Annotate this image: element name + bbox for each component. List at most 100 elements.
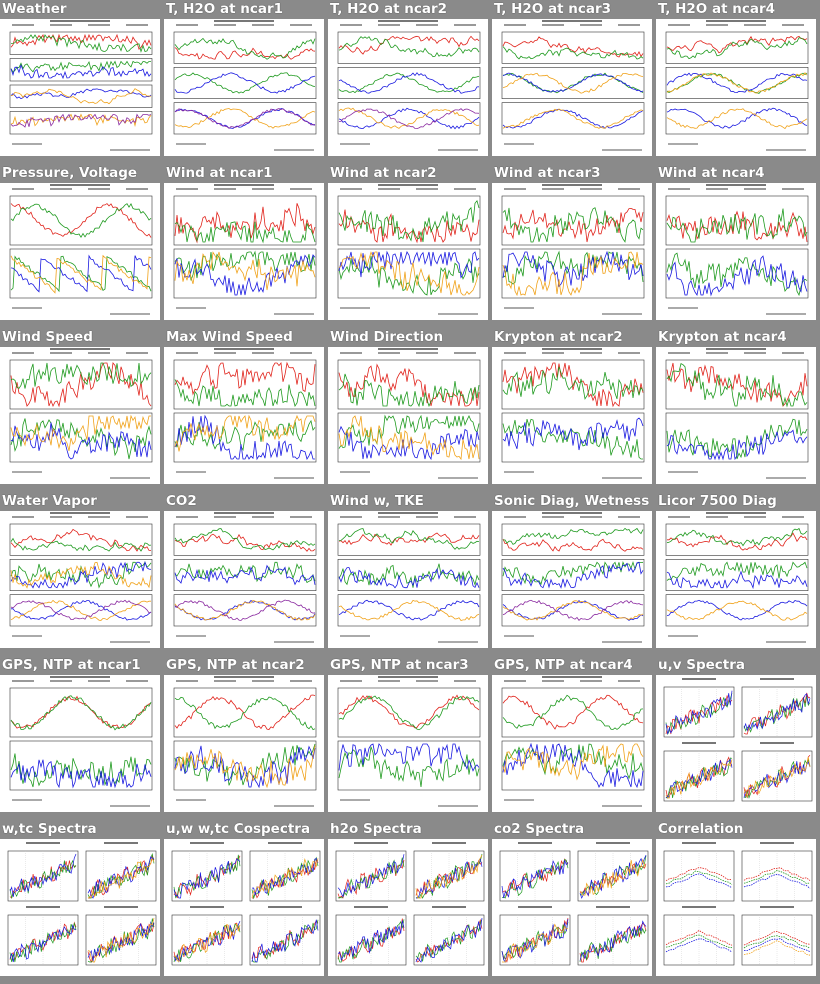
plot-thumbnail-link[interactable] — [492, 19, 652, 156]
plot-header-text — [668, 24, 690, 26]
plot-cell: Krypton at ncar4 — [656, 328, 816, 488]
plot-footer-text — [340, 635, 370, 637]
plot-thumbnail-link[interactable] — [164, 347, 324, 484]
plot-thumbnail-link[interactable] — [656, 675, 816, 812]
plot-title-text — [596, 842, 630, 844]
plot-thumbnail-link[interactable] — [0, 19, 160, 156]
plot-thumbnail-link[interactable] — [328, 183, 488, 320]
plot-header-text — [50, 352, 72, 354]
plot-footer-text — [176, 143, 206, 145]
plot-thumbnail-link[interactable] — [492, 511, 652, 648]
plot-header-text — [542, 188, 564, 190]
plot-thumbnail-link[interactable] — [656, 511, 816, 648]
plot-title-text — [596, 906, 630, 908]
plot-trace — [502, 417, 644, 451]
plot-trace — [10, 254, 152, 294]
plot-trace — [502, 366, 644, 400]
plot-thumbnail-link[interactable] — [656, 19, 816, 156]
plot-trace — [502, 207, 644, 243]
plot-title-text — [190, 842, 224, 844]
plot-header-text — [252, 680, 274, 682]
plot-footer-text — [668, 471, 698, 473]
plot-frame — [9, 740, 153, 791]
plot-thumbnail-link[interactable] — [492, 675, 652, 812]
plot-header-text — [214, 188, 236, 190]
plot-header-text — [12, 516, 34, 518]
line-plot-icon — [173, 512, 317, 643]
plot-thumbnail-link[interactable] — [328, 839, 488, 976]
plot-trace — [666, 108, 808, 130]
plot-cell: Pressure, Voltage — [0, 164, 160, 324]
weather-plot-icon — [9, 20, 153, 151]
plot-thumbnail-link[interactable] — [492, 347, 652, 484]
plot-thumbnail-link[interactable] — [164, 19, 324, 156]
plot-thumbnail-link[interactable] — [0, 183, 160, 320]
plot-frame — [173, 523, 317, 556]
plot-trace — [743, 761, 811, 799]
plot-thumbnail-link[interactable] — [656, 347, 816, 484]
plot-footer-text — [602, 641, 642, 643]
plot-frame — [173, 687, 317, 738]
plot-thumbnail-link[interactable] — [164, 511, 324, 648]
plot-trace — [10, 362, 152, 408]
plot-trace — [10, 34, 152, 53]
plot-trace — [667, 532, 808, 551]
plot-trace — [743, 693, 811, 732]
plot-trace — [666, 570, 808, 590]
plot-thumbnail-link[interactable] — [492, 839, 652, 976]
plot-trace — [10, 254, 152, 293]
plot-thumbnail-link[interactable] — [164, 675, 324, 812]
plot-thumbnail-link[interactable] — [328, 675, 488, 812]
plot-title: Wind at ncar2 — [330, 165, 437, 181]
plot-trace — [666, 255, 808, 297]
plot-thumbnail-link[interactable] — [328, 19, 488, 156]
plot-cell: GPS, NTP at ncar2 — [164, 656, 324, 816]
plot-cell: T, H2O at ncar3 — [492, 0, 652, 160]
plot-header-text — [88, 188, 110, 190]
plot-footer-text — [504, 799, 534, 801]
plot-thumbnail-link[interactable] — [0, 675, 160, 812]
plot-thumbnail-link[interactable] — [0, 839, 160, 976]
plot-header-text — [50, 516, 72, 518]
plot-title: GPS, NTP at ncar1 — [2, 657, 141, 673]
plot-frame — [9, 111, 153, 135]
plot-frame — [337, 102, 481, 135]
plot-title-text — [26, 842, 60, 844]
plot-thumbnail-link[interactable] — [656, 839, 816, 976]
plot-thumbnail-link[interactable] — [492, 183, 652, 320]
plot-cell: Wind Speed — [0, 328, 160, 488]
plot-thumbnail-link[interactable] — [0, 347, 160, 484]
plot-trace — [10, 599, 152, 620]
plot-header-text — [12, 24, 34, 26]
plot-header-text — [252, 352, 274, 354]
plot-frame — [501, 359, 645, 410]
plot-header-text — [214, 680, 236, 682]
plot-footer-text — [340, 799, 370, 801]
plot-thumbnail-link[interactable] — [328, 511, 488, 648]
plot-title-text — [190, 906, 224, 908]
line-plot-icon — [337, 184, 481, 315]
plot-thumbnail-link[interactable] — [164, 183, 324, 320]
plot-trace — [10, 753, 152, 788]
plot-thumbnail-link[interactable] — [0, 511, 160, 648]
plot-footer-text — [668, 635, 698, 637]
plot-trace — [10, 203, 152, 238]
plot-cell: Wind Direction — [328, 328, 488, 488]
plot-thumbnail-link[interactable] — [164, 839, 324, 976]
plot-title-text — [354, 842, 388, 844]
plot-thumbnail-link[interactable] — [656, 183, 816, 320]
plot-frame — [173, 740, 317, 791]
plot-footer-text — [504, 635, 534, 637]
plot-thumbnail-link[interactable] — [328, 347, 488, 484]
plot-trace — [10, 422, 152, 460]
plot-trace — [338, 743, 480, 772]
plot-trace — [502, 561, 644, 589]
plot-trace — [666, 208, 808, 243]
plot-frame — [501, 31, 645, 64]
plot-cell: Licor 7500 Diag — [656, 492, 816, 652]
plot-title-text — [518, 906, 552, 908]
plot-header-text — [340, 188, 362, 190]
line-plot-icon — [337, 20, 481, 151]
line-plot-icon — [9, 512, 153, 643]
plot-title: CO2 — [166, 493, 197, 509]
